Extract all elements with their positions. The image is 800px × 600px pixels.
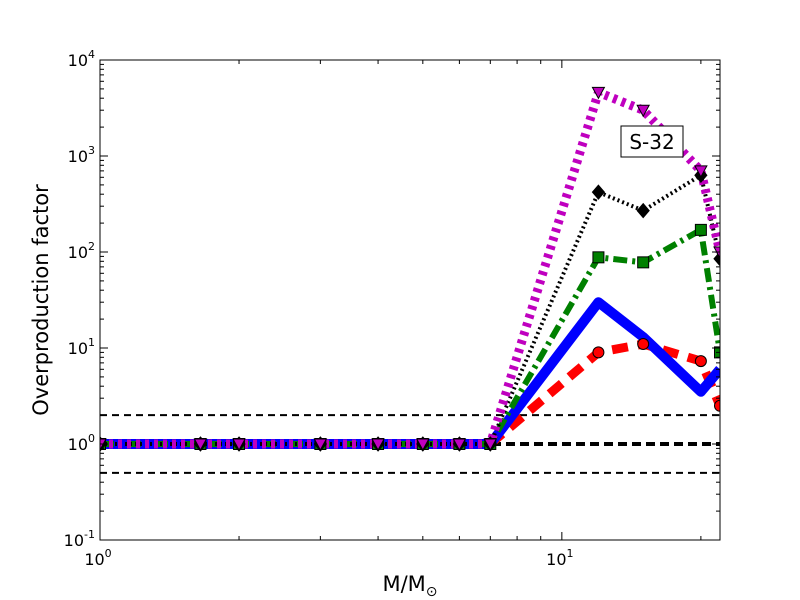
annotation-label: S-32 bbox=[629, 130, 674, 154]
series-4-point-7 bbox=[483, 438, 498, 452]
series-4-point-4 bbox=[371, 438, 385, 452]
series-line-3 bbox=[100, 173, 720, 446]
x-axis-label-main: M/M bbox=[382, 572, 425, 596]
series-4-point-6 bbox=[452, 438, 467, 452]
series-2-point-9 bbox=[637, 256, 650, 269]
x-axis-label-sub: ⊙ bbox=[426, 584, 438, 600]
y-tick-label: 10-1 bbox=[64, 528, 95, 550]
y-axis-label: Overproduction factor bbox=[29, 184, 53, 416]
series-line-1 bbox=[100, 297, 720, 449]
series-2-point-8 bbox=[592, 251, 605, 264]
series-3-point-9 bbox=[636, 202, 650, 219]
y-tick-label: 101 bbox=[68, 336, 95, 358]
series-3-point-8 bbox=[591, 184, 606, 200]
series-4-point-2 bbox=[232, 438, 246, 452]
y-tick-label: 100 bbox=[68, 432, 95, 454]
y-tick-label: 104 bbox=[68, 48, 95, 70]
y-tick-label: 102 bbox=[68, 240, 95, 262]
series-0-point-11 bbox=[714, 399, 720, 412]
x-axis-label: M/M⊙ bbox=[382, 572, 437, 600]
x-tick-label: 101 bbox=[546, 547, 573, 569]
series-4-point-10 bbox=[694, 165, 708, 178]
series-0-point-9 bbox=[637, 338, 650, 351]
series-0-point-8 bbox=[592, 346, 605, 359]
series-line-0 bbox=[100, 339, 720, 449]
series-4-point-1 bbox=[193, 438, 208, 452]
plot-frame bbox=[99, 59, 721, 541]
x-tick-label: 100 bbox=[84, 547, 111, 569]
series-4-point-8 bbox=[591, 86, 606, 100]
series-line-4 bbox=[100, 87, 720, 449]
series-0-point-10 bbox=[694, 355, 707, 368]
y-tick-label: 103 bbox=[68, 144, 95, 166]
series-line-2 bbox=[100, 226, 720, 447]
series-2-point-10 bbox=[694, 223, 707, 236]
series-4-point-9 bbox=[636, 104, 651, 118]
series-4-point-5 bbox=[415, 438, 430, 452]
series-4-point-3 bbox=[313, 438, 328, 452]
annotation-box: S-32 bbox=[620, 125, 684, 158]
